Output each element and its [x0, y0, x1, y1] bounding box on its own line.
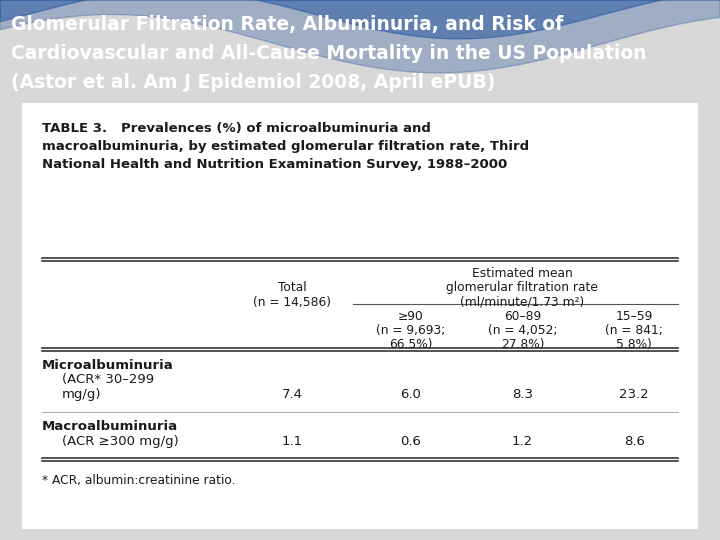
- Text: mg/g): mg/g): [62, 388, 102, 401]
- Text: (n = 14,586): (n = 14,586): [253, 296, 331, 309]
- Text: Glomerular Filtration Rate, Albuminuria, and Risk of: Glomerular Filtration Rate, Albuminuria,…: [11, 15, 563, 34]
- Text: (ACR* 30–299: (ACR* 30–299: [62, 374, 154, 387]
- Text: (n = 841;: (n = 841;: [606, 323, 663, 336]
- Text: Estimated mean: Estimated mean: [472, 267, 573, 280]
- Text: 23.2: 23.2: [619, 388, 649, 401]
- Text: (ml/minute/1.73 m²): (ml/minute/1.73 m²): [460, 296, 585, 309]
- Text: 6.0: 6.0: [400, 388, 421, 401]
- Text: Microalbuminuria: Microalbuminuria: [42, 359, 174, 372]
- Text: 66.5%): 66.5%): [389, 338, 433, 350]
- Text: 1.1: 1.1: [282, 435, 303, 448]
- Text: 8.6: 8.6: [624, 435, 644, 448]
- Text: 27.8%): 27.8%): [500, 338, 544, 350]
- Text: TABLE 3.   Prevalences (%) of microalbuminuria and
macroalbuminuria, by estimate: TABLE 3. Prevalences (%) of microalbumin…: [42, 122, 529, 171]
- Text: (Astor et al. Am J Epidemiol 2008, April ePUB): (Astor et al. Am J Epidemiol 2008, April…: [11, 73, 495, 92]
- Text: (ACR ≥300 mg/g): (ACR ≥300 mg/g): [62, 435, 179, 448]
- Text: ≥90: ≥90: [398, 309, 423, 322]
- Text: 8.3: 8.3: [512, 388, 533, 401]
- Text: 60–89: 60–89: [504, 309, 541, 322]
- Text: * ACR, albumin:creatinine ratio.: * ACR, albumin:creatinine ratio.: [42, 474, 235, 487]
- Text: (n = 4,052;: (n = 4,052;: [487, 323, 557, 336]
- Text: Macroalbuminuria: Macroalbuminuria: [42, 421, 178, 434]
- Text: Cardiovascular and All-Cause Mortality in the US Population: Cardiovascular and All-Cause Mortality i…: [11, 44, 647, 63]
- Text: glomerular filtration rate: glomerular filtration rate: [446, 281, 598, 294]
- FancyBboxPatch shape: [15, 98, 705, 534]
- Text: 5.8%): 5.8%): [616, 338, 652, 350]
- Text: 0.6: 0.6: [400, 435, 421, 448]
- Text: Total: Total: [278, 281, 307, 294]
- Text: 15–59: 15–59: [616, 309, 653, 322]
- Text: (n = 9,693;: (n = 9,693;: [376, 323, 446, 336]
- Text: 1.2: 1.2: [512, 435, 533, 448]
- Text: 7.4: 7.4: [282, 388, 303, 401]
